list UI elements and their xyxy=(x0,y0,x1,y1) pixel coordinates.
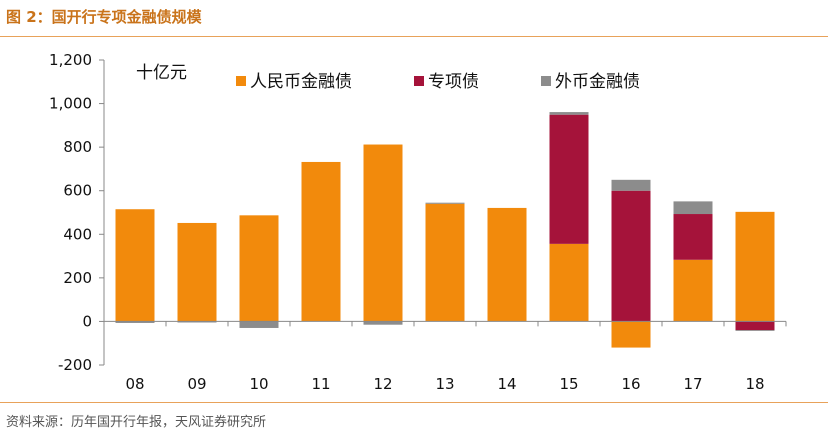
legend-swatch xyxy=(541,76,551,86)
bar-segment xyxy=(611,321,651,348)
bar-segment xyxy=(611,179,651,191)
y-tick-label: 200 xyxy=(63,269,92,287)
bar-segment xyxy=(425,203,465,322)
y-tick-label: -200 xyxy=(58,356,92,374)
bar-segment xyxy=(549,112,589,115)
legend-label: 外币金融债 xyxy=(555,72,640,92)
bar-segment xyxy=(549,114,589,244)
bar-segment xyxy=(549,243,589,322)
bar-segment xyxy=(239,215,279,322)
x-tick-label: 11 xyxy=(311,375,330,393)
unit-label: 十亿元 xyxy=(136,63,187,83)
bar-segment xyxy=(115,321,155,323)
bar-segment xyxy=(673,259,713,322)
x-tick-label: 15 xyxy=(559,375,578,393)
y-tick-label: 1,000 xyxy=(49,95,92,113)
x-tick-label: 09 xyxy=(187,375,206,393)
legend-swatch xyxy=(414,76,424,86)
legend: 人民币金融债 专项债 外币金融债 xyxy=(236,72,640,92)
x-tick-label: 13 xyxy=(435,375,454,393)
y-tick-label: 0 xyxy=(82,312,92,330)
bar-segment xyxy=(239,321,279,328)
bar-segment xyxy=(301,161,341,322)
x-tick-label: 18 xyxy=(745,375,764,393)
bar-segment xyxy=(487,207,527,322)
y-tick-label: 800 xyxy=(63,138,92,156)
bar-segment xyxy=(735,321,775,331)
bar-segment xyxy=(735,330,775,331)
y-tick-label: 400 xyxy=(63,225,92,243)
title-divider xyxy=(0,36,828,37)
bar-segment xyxy=(611,190,651,322)
figure-title: 图 2：国开行专项金融债规模 xyxy=(6,8,202,26)
y-axis: -200 0 200 400 600 800 1,000 1,200 xyxy=(49,51,105,374)
source-note: 资料来源：历年国开行年报，天风证券研究所 xyxy=(6,415,267,430)
bars xyxy=(115,112,775,348)
y-tick-label: 1,200 xyxy=(49,51,92,69)
legend-label: 专项债 xyxy=(428,72,479,92)
source-divider xyxy=(0,402,828,403)
bar-segment xyxy=(735,211,775,322)
bar-segment xyxy=(177,321,217,323)
legend-label: 人民币金融债 xyxy=(250,72,352,92)
bar-segment xyxy=(673,214,713,260)
bar-segment xyxy=(363,144,403,322)
x-axis: 08 09 10 11 12 13 14 15 16 17 18 xyxy=(103,320,787,393)
bar-segment xyxy=(673,201,713,215)
x-tick-label: 16 xyxy=(621,375,640,393)
x-tick-label: 17 xyxy=(683,375,702,393)
stacked-bar-chart: -200 0 200 400 600 800 1,000 1,200 08 09 10 11 12 13… xyxy=(49,51,787,393)
x-tick-label: 10 xyxy=(249,375,268,393)
bar-segment xyxy=(177,222,217,322)
bar-segment xyxy=(425,202,465,204)
x-tick-label: 12 xyxy=(373,375,392,393)
x-tick-label: 08 xyxy=(125,375,144,393)
bar-segment xyxy=(363,321,403,325)
legend-swatch xyxy=(236,76,246,86)
y-tick-label: 600 xyxy=(63,182,92,200)
x-tick-label: 14 xyxy=(497,375,516,393)
bar-segment xyxy=(115,209,155,322)
